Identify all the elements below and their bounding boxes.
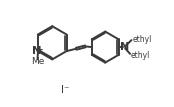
Text: ethyl: ethyl: [131, 51, 150, 60]
Text: I⁻: I⁻: [61, 85, 70, 95]
Text: +: +: [36, 45, 44, 54]
Text: ethyl: ethyl: [132, 35, 152, 44]
Text: N: N: [32, 46, 42, 56]
Text: Me: Me: [31, 57, 44, 66]
Text: N: N: [120, 42, 129, 52]
